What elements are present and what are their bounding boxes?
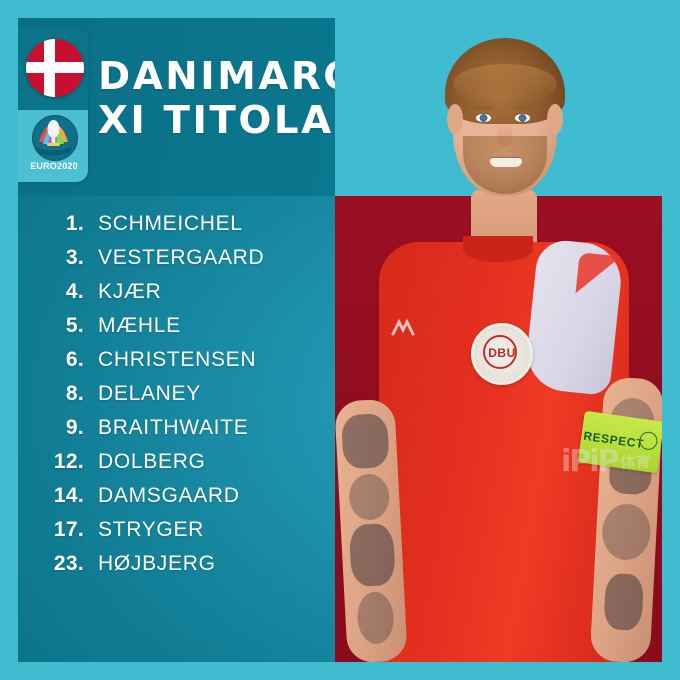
lineup-row: 17. STRYGER — [32, 518, 348, 552]
player-number: 23. — [53, 552, 84, 575]
hummel-logo-icon — [391, 318, 415, 336]
player-name: DELANEY — [98, 382, 201, 405]
player-name: STRYGER — [98, 518, 205, 541]
euro-logo-artwork — [34, 117, 73, 156]
player-brow-right — [513, 106, 533, 110]
player-eye-left — [476, 114, 491, 122]
lineup-row: 3. VESTERGAARD — [32, 246, 348, 280]
player-number: 14. — [53, 484, 84, 507]
lineup-row: 5. MÆHLE — [32, 314, 348, 348]
lineup-row: 23. HØJBJERG — [32, 552, 348, 586]
player-number: 4. — [65, 280, 84, 303]
euro-2020-logo-icon: EURO2020 — [24, 115, 84, 181]
player-name: VESTERGAARD — [98, 246, 265, 269]
player-name: HØJBJERG — [98, 552, 216, 575]
player-number: 6. — [65, 348, 84, 371]
player-number: 12. — [53, 450, 84, 473]
player-name: DOLBERG — [98, 450, 206, 473]
player-number: 1. — [65, 212, 84, 235]
player-number: 8. — [65, 382, 84, 405]
lineup-row: 6. CHRISTENSEN — [32, 348, 348, 382]
watermark: iPiP 体育 — [561, 442, 662, 482]
lineup-row: 4. KJÆR — [32, 280, 348, 314]
player-hair — [445, 38, 565, 124]
player-number: 3. — [65, 246, 84, 269]
jersey-shoulder-panel — [523, 237, 625, 397]
lineup-row: 14. DAMSGAARD — [32, 484, 348, 518]
player-name: CHRISTENSEN — [98, 348, 257, 371]
euro-logo-ring — [32, 115, 78, 161]
player-mouth — [490, 158, 522, 167]
player-ear-left — [447, 104, 463, 134]
dbu-crest-icon: DBU — [471, 323, 533, 385]
euro-logo-label: EURO2020 — [30, 161, 78, 171]
watermark-logo: iPiP — [561, 444, 620, 479]
crest-label: DBU — [488, 346, 516, 360]
player-number: 5. — [65, 314, 84, 337]
player-ear-right — [547, 104, 563, 134]
player-eye-right — [515, 114, 530, 122]
player-name: KJÆR — [98, 280, 162, 303]
player-figure: DBU — [335, 18, 662, 662]
lineup-row: 9. BRAITHWAITE — [32, 416, 348, 450]
lineup-row: 8. DELANEY — [32, 382, 348, 416]
player-number: 17. — [53, 518, 84, 541]
lineup-list: 1. SCHMEICHEL 3. VESTERGAARD 4. KJÆR 5. MÆHLE 6.… — [32, 212, 348, 586]
flag-cross-horizontal — [26, 62, 84, 73]
flag-cross-vertical — [44, 39, 55, 97]
player-number: 9. — [65, 416, 84, 439]
player-brow-left — [473, 106, 493, 110]
lineup-row: 12. DOLBERG — [32, 450, 348, 484]
watermark-text: 体育 — [620, 453, 651, 471]
country-badge: EURO2020 — [18, 27, 88, 182]
player-name: BRAITHWAITE — [98, 416, 249, 439]
lineup-row: 1. SCHMEICHEL — [32, 212, 348, 246]
player-name: DAMSGAARD — [98, 484, 240, 507]
player-name: SCHMEICHEL — [98, 212, 243, 235]
player-name: MÆHLE — [98, 314, 181, 337]
player-photo: DBU — [335, 18, 662, 662]
content-panel: EURO2020 DANIMARCA XI TITOLARE 1. SCHMEIC… — [18, 18, 662, 662]
denmark-flag-icon — [26, 39, 84, 97]
